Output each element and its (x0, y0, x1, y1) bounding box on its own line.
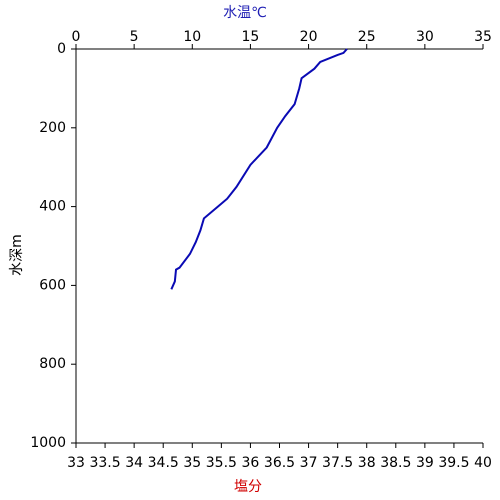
bottom-tick-label: 36.5 (264, 455, 295, 471)
top-tick-label: 15 (242, 29, 260, 45)
bottom-tick-label: 33.5 (89, 455, 120, 471)
y-tick-label: 600 (39, 277, 66, 293)
bottom-tick-label: 34 (125, 455, 143, 471)
bottom-tick-label: 33 (67, 455, 85, 471)
top-tick-label: 30 (416, 29, 434, 45)
y-tick-label: 400 (39, 199, 66, 215)
top-tick-label: 25 (358, 29, 376, 45)
y-tick-label: 800 (39, 356, 66, 372)
top-tick-label: 20 (300, 29, 318, 45)
bottom-tick-label: 39.5 (438, 455, 469, 471)
bottom-tick-label: 36 (242, 455, 260, 471)
top-axis-title: 水温℃ (223, 5, 267, 21)
bottom-tick-label: 35.5 (206, 455, 237, 471)
y-axis-title: 水深m (9, 234, 25, 276)
top-tick-label: 35 (474, 29, 492, 45)
bottom-tick-label: 38.5 (380, 455, 411, 471)
bottom-tick-label: 37 (300, 455, 318, 471)
bottom-tick-label: 35 (183, 455, 201, 471)
bottom-tick-label: 40 (474, 455, 492, 471)
bottom-tick-label: 37.5 (322, 455, 353, 471)
bottom-axis-title: 塩分 (234, 479, 262, 495)
y-tick-label: 1000 (30, 435, 66, 451)
y-tick-label: 0 (57, 41, 66, 57)
bottom-tick-label: 38 (358, 455, 376, 471)
top-tick-label: 10 (183, 29, 201, 45)
bottom-tick-label: 34.5 (148, 455, 179, 471)
top-tick-label: 5 (130, 29, 139, 45)
top-tick-label: 0 (72, 29, 81, 45)
y-tick-label: 200 (39, 120, 66, 136)
bottom-tick-label: 39 (416, 455, 434, 471)
temperature-line (170, 48, 348, 290)
